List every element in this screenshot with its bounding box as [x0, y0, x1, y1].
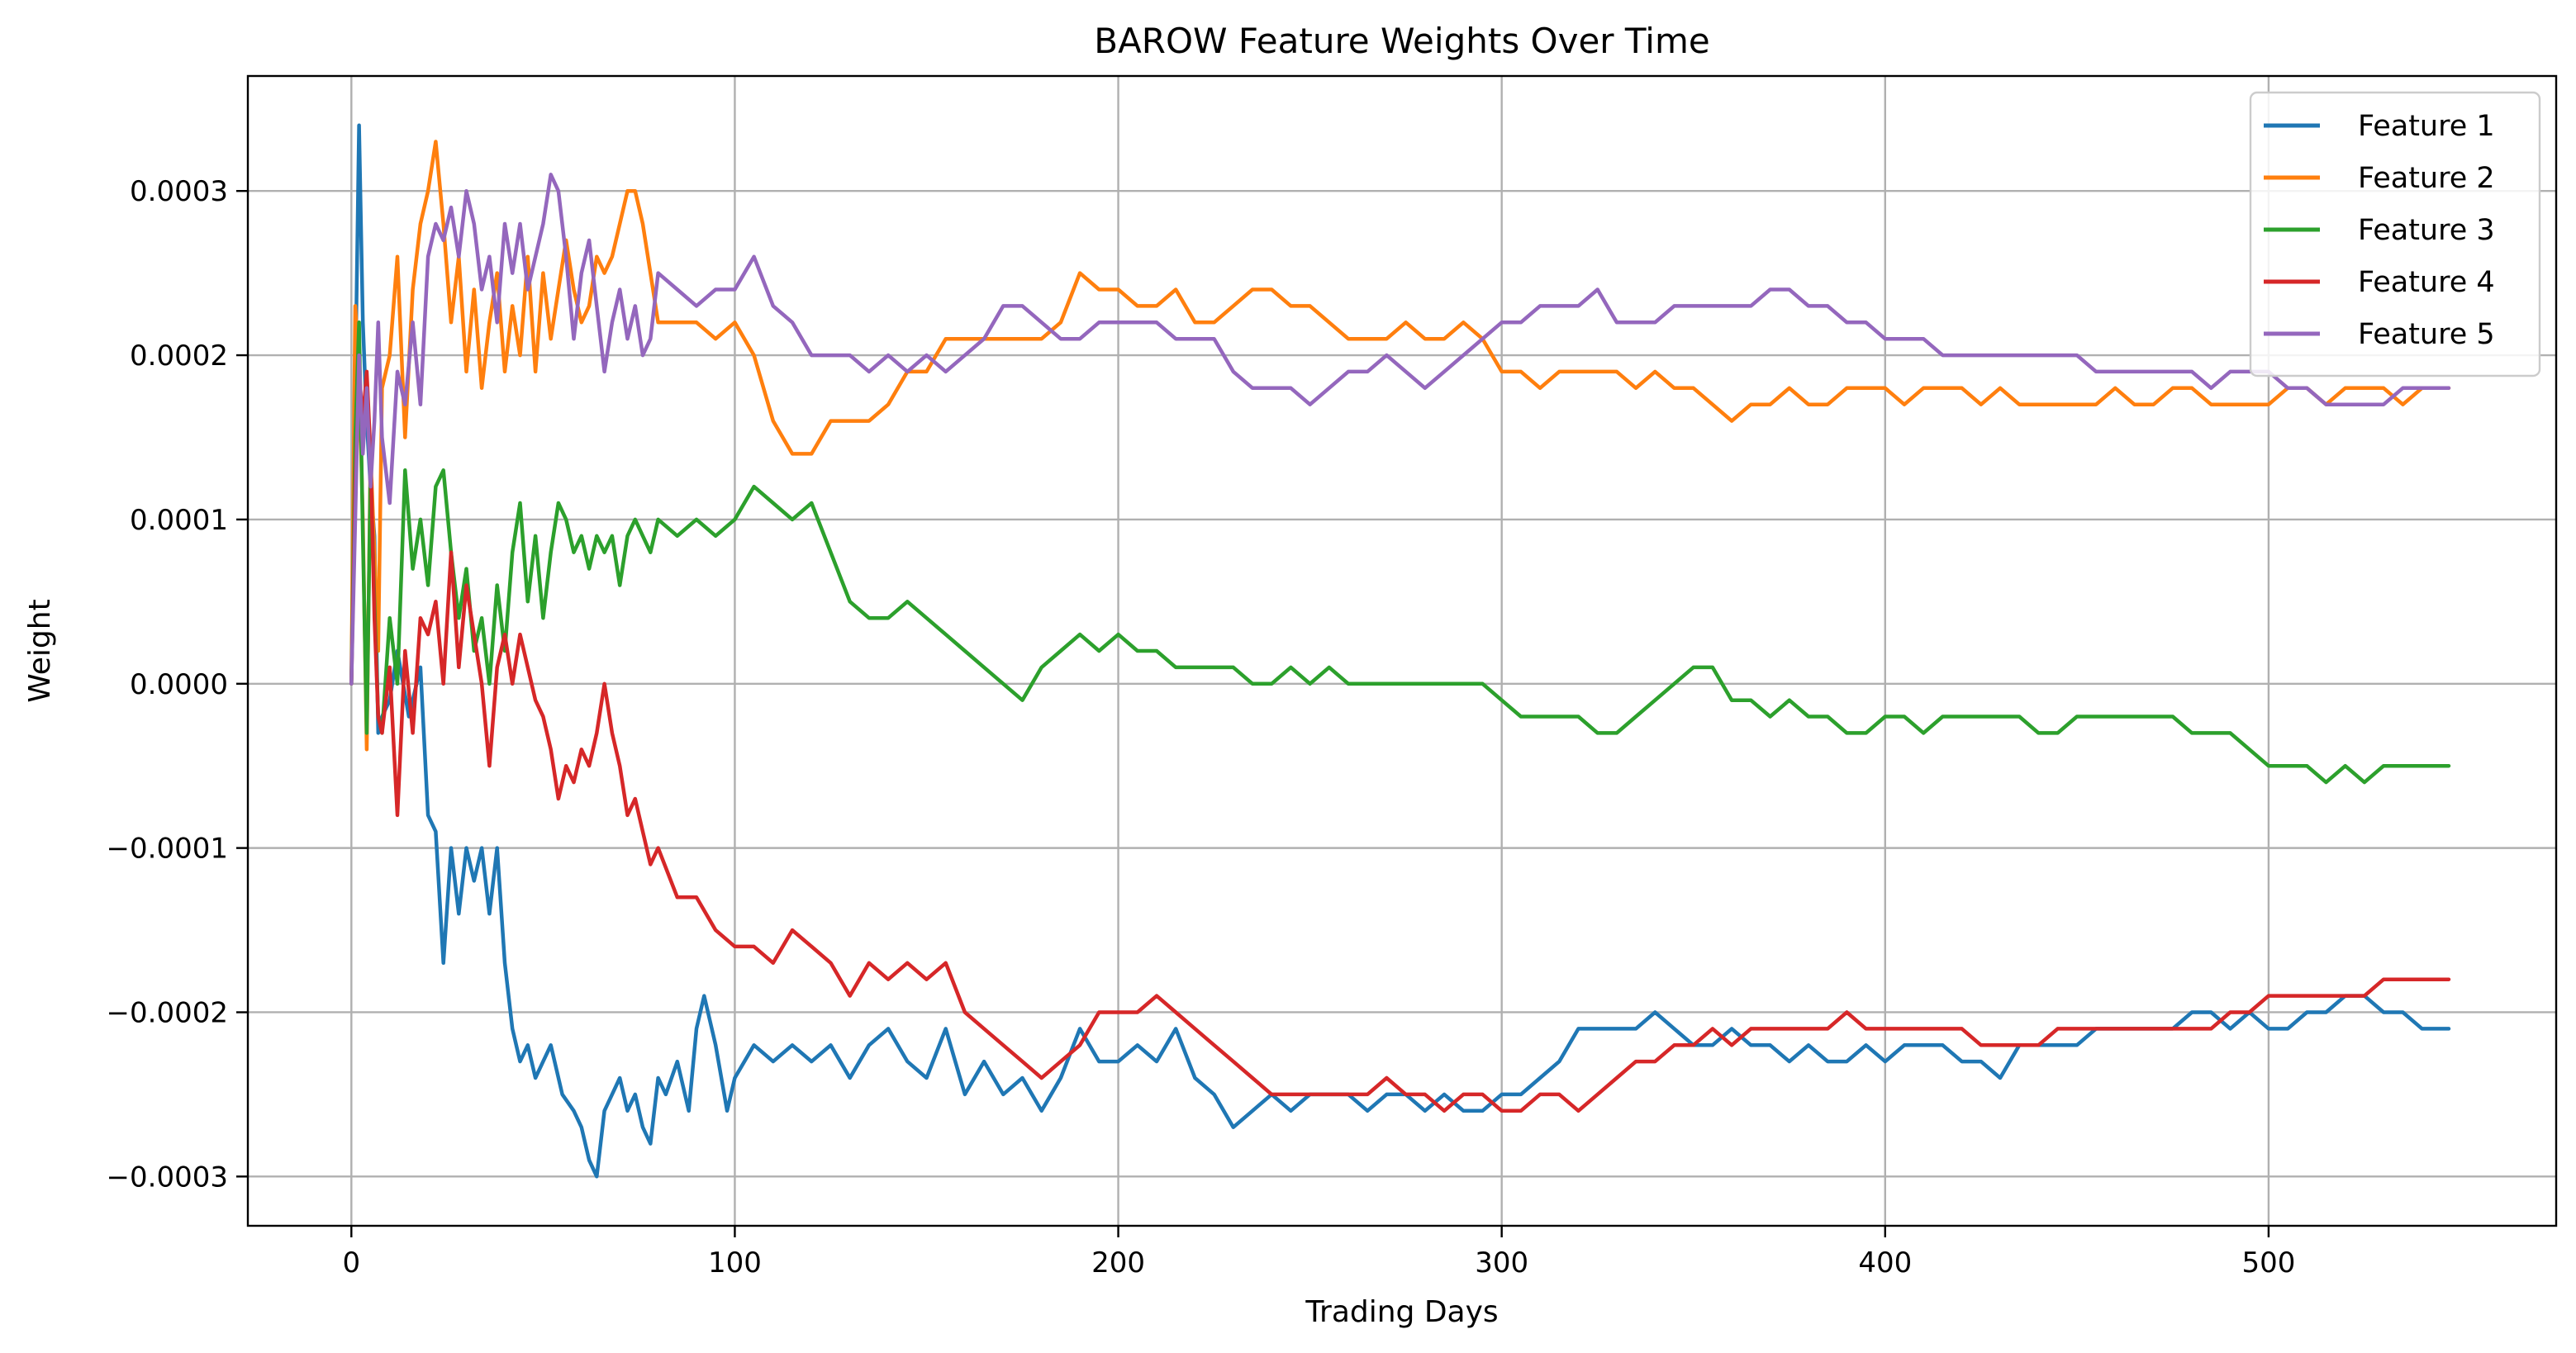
series-line-feature-5	[349, 173, 2451, 686]
series-line-feature-3	[349, 320, 2451, 785]
x-tick-label: 400	[1858, 1246, 1912, 1279]
x-tick-label: 100	[708, 1246, 762, 1279]
series-line-feature-2	[349, 140, 2451, 752]
x-tick-label: 500	[2241, 1246, 2295, 1279]
y-tick-label: 0.0003	[130, 175, 228, 208]
y-axis-title: Weight	[23, 599, 57, 702]
y-tick-label: −0.0003	[107, 1161, 228, 1194]
x-tick-label: 0	[342, 1246, 360, 1279]
series-lines	[349, 123, 2451, 1179]
legend-label-feature-3: Feature 3	[2358, 214, 2495, 247]
y-tick-label: −0.0001	[107, 833, 228, 866]
legend-label-feature-5: Feature 5	[2358, 318, 2495, 351]
plot-frame	[246, 74, 2558, 1227]
legend-label-feature-1: Feature 1	[2358, 110, 2495, 143]
x-axis-title: Trading Days	[1305, 1295, 1498, 1329]
y-tick-label: 0.0000	[130, 668, 228, 701]
y-tick-label: −0.0002	[107, 996, 228, 1029]
legend-label-feature-4: Feature 4	[2358, 266, 2495, 299]
series-line-feature-4	[349, 369, 2451, 1113]
legend-label-feature-2: Feature 2	[2358, 162, 2495, 195]
legend-box	[2249, 91, 2541, 377]
legend: Feature 1 Feature 2 Feature 3 Feature 4 Feat…	[2249, 91, 2541, 377]
x-tick-label: 200	[1091, 1246, 1145, 1279]
x-tick-label: 300	[1475, 1246, 1528, 1279]
axis-ticks: 0 100 200 300 400 500 −0.0003 −0.0002 −0.0001 0.0…	[107, 175, 2296, 1279]
y-tick-label: 0.0001	[130, 504, 228, 537]
chart-title: BAROW Feature Weights Over Time	[1094, 21, 1709, 61]
series-line-feature-1	[349, 123, 2451, 1179]
y-tick-label: 0.0002	[130, 339, 228, 373]
